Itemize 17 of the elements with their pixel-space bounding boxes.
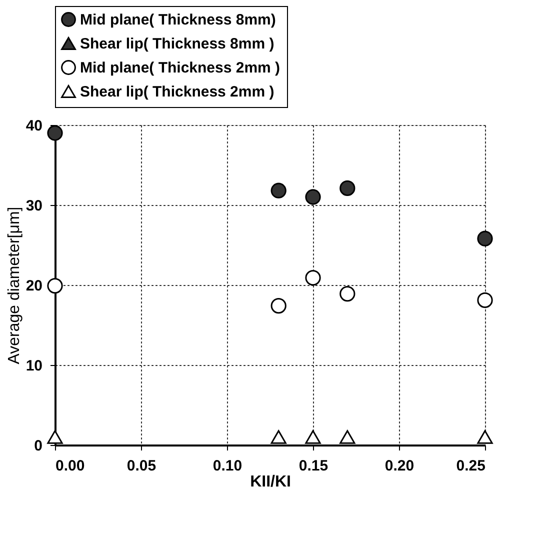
x-axis-title: KII/KI (250, 474, 291, 490)
legend-label: Shear lip( Thickness 8mm ) (80, 36, 274, 52)
legend-label: Mid plane( Thickness 8mm) (80, 12, 276, 28)
x-tick-label: 0.10 (212, 458, 242, 474)
y-tick-label: 10 (26, 358, 42, 374)
y-tick-label: 30 (26, 198, 42, 214)
x-tick-label: 0.05 (126, 458, 156, 474)
legend-label: Mid plane( Thickness 2mm ) (80, 60, 280, 76)
y-tick-label: 20 (26, 278, 42, 294)
x-tick-label: 0.20 (384, 458, 414, 474)
y-axis-title: Average diameter[μm] (6, 206, 23, 364)
y-tick-label: 40 (26, 118, 42, 134)
legend-label: Shear lip( Thickness 2mm ) (80, 84, 274, 100)
x-tick-label: 0.00 (56, 458, 85, 474)
x-tick-label: 0.25 (456, 458, 486, 474)
x-tick-label: 0.15 (298, 458, 328, 474)
y-tick-label: 0 (34, 438, 42, 454)
